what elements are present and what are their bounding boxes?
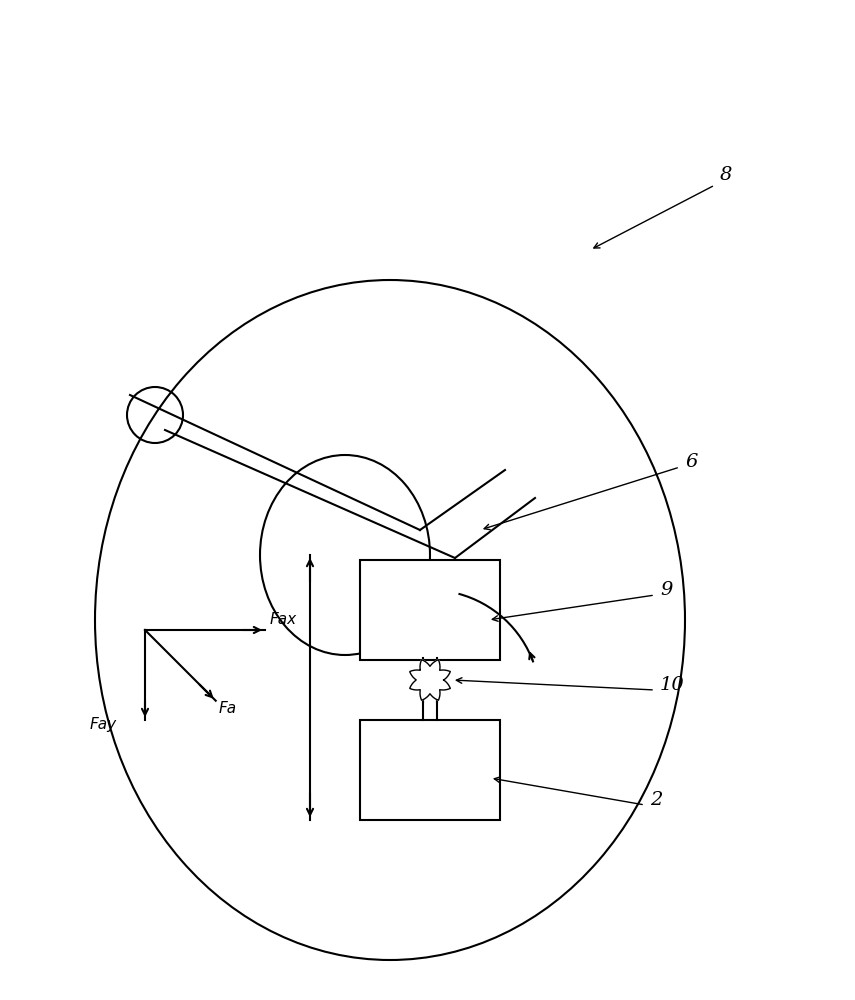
Text: Fax: Fax [270, 612, 298, 628]
Text: 10: 10 [660, 676, 685, 694]
Bar [360, 720, 500, 820]
Bar [360, 560, 500, 660]
Text: 6: 6 [685, 453, 698, 471]
Text: Fay: Fay [90, 718, 117, 732]
Text: Fa: Fa [219, 701, 237, 716]
Text: 9: 9 [660, 581, 672, 599]
Text: 2: 2 [650, 791, 663, 809]
Polygon shape [410, 660, 451, 700]
Text: 8: 8 [720, 166, 733, 184]
